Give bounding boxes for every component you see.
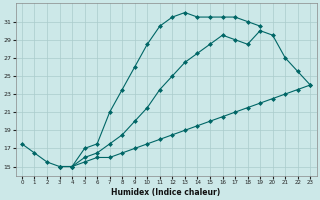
X-axis label: Humidex (Indice chaleur): Humidex (Indice chaleur)	[111, 188, 221, 197]
